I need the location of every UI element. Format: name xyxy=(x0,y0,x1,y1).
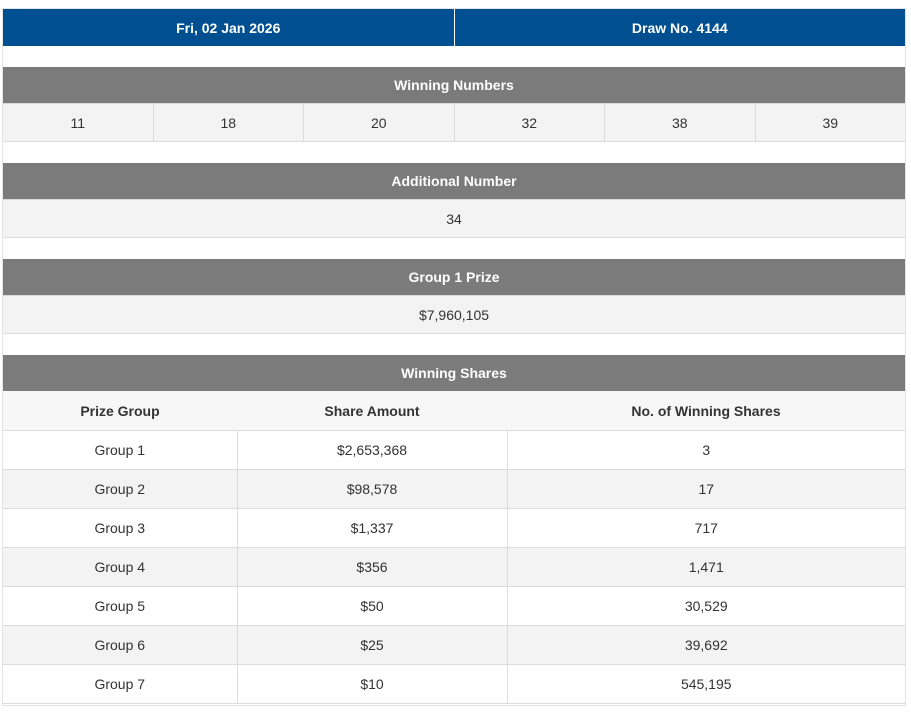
table-row: Group 6 $25 39,692 xyxy=(3,625,905,665)
spacer xyxy=(3,334,905,355)
winning-shares-cell: 3 xyxy=(506,430,905,470)
winning-shares-title: Winning Shares xyxy=(3,355,905,391)
draw-date: Fri, 02 Jan 2026 xyxy=(176,19,281,36)
winning-number: 18 xyxy=(152,104,304,141)
winning-number: 20 xyxy=(303,104,454,141)
winning-number: 38 xyxy=(604,104,755,141)
prize-group-cell: Group 5 xyxy=(3,586,237,626)
results-panel: Fri, 02 Jan 2026 Draw No. 4144 Winning N… xyxy=(2,8,906,706)
winning-shares-cell: 1,471 xyxy=(506,547,905,587)
share-amount-cell: $10 xyxy=(236,664,507,704)
group1-prize-title: Group 1 Prize xyxy=(3,259,905,295)
winning-numbers-row: 11 18 20 32 38 39 xyxy=(3,103,905,142)
column-header-share-amount: Share Amount xyxy=(237,391,507,431)
additional-number-value: 34 xyxy=(3,199,905,238)
spacer xyxy=(3,142,905,163)
winning-shares-cell: 545,195 xyxy=(506,664,905,704)
draw-header: Fri, 02 Jan 2026 Draw No. 4144 xyxy=(3,9,905,46)
winning-number: 39 xyxy=(754,104,906,141)
column-header-winning-shares: No. of Winning Shares xyxy=(507,391,905,431)
spacer xyxy=(3,238,905,259)
draw-number: Draw No. 4144 xyxy=(453,9,906,46)
table-row: Group 1 $2,653,368 3 xyxy=(3,430,905,470)
additional-number-title: Additional Number xyxy=(3,163,905,199)
share-amount-cell: $50 xyxy=(236,586,507,626)
prize-group-cell: Group 2 xyxy=(3,469,237,509)
winning-shares-cell: 17 xyxy=(506,469,905,509)
winning-numbers-title: Winning Numbers xyxy=(3,67,905,103)
prize-group-cell: Group 3 xyxy=(3,508,237,548)
prize-group-cell: Group 6 xyxy=(3,625,237,665)
winning-shares-table: Prize Group Share Amount No. of Winning … xyxy=(3,391,905,704)
table-row: Group 7 $10 545,195 xyxy=(3,664,905,704)
winning-shares-cell: 30,529 xyxy=(506,586,905,626)
prize-group-cell: Group 1 xyxy=(3,430,237,470)
group1-prize-value: $7,960,105 xyxy=(3,295,905,334)
prize-group-cell: Group 7 xyxy=(3,664,237,704)
table-row: Group 4 $356 1,471 xyxy=(3,547,905,587)
winning-shares-cell: 717 xyxy=(506,508,905,548)
share-amount-cell: $2,653,368 xyxy=(236,430,507,470)
table-row: Group 3 $1,337 717 xyxy=(3,508,905,548)
share-amount-cell: $98,578 xyxy=(236,469,507,509)
table-row: Group 5 $50 30,529 xyxy=(3,586,905,626)
table-row: Group 2 $98,578 17 xyxy=(3,469,905,509)
table-header-row: Prize Group Share Amount No. of Winning … xyxy=(3,391,905,431)
winning-number: 11 xyxy=(70,114,86,131)
spacer xyxy=(3,46,905,67)
winning-number: 32 xyxy=(453,104,605,141)
share-amount-cell: $356 xyxy=(236,547,507,587)
prize-group-cell: Group 4 xyxy=(3,547,237,587)
share-amount-cell: $1,337 xyxy=(236,508,507,548)
column-header-prize-group: Prize Group xyxy=(3,391,237,431)
share-amount-cell: $25 xyxy=(236,625,507,665)
winning-shares-cell: 39,692 xyxy=(506,625,905,665)
